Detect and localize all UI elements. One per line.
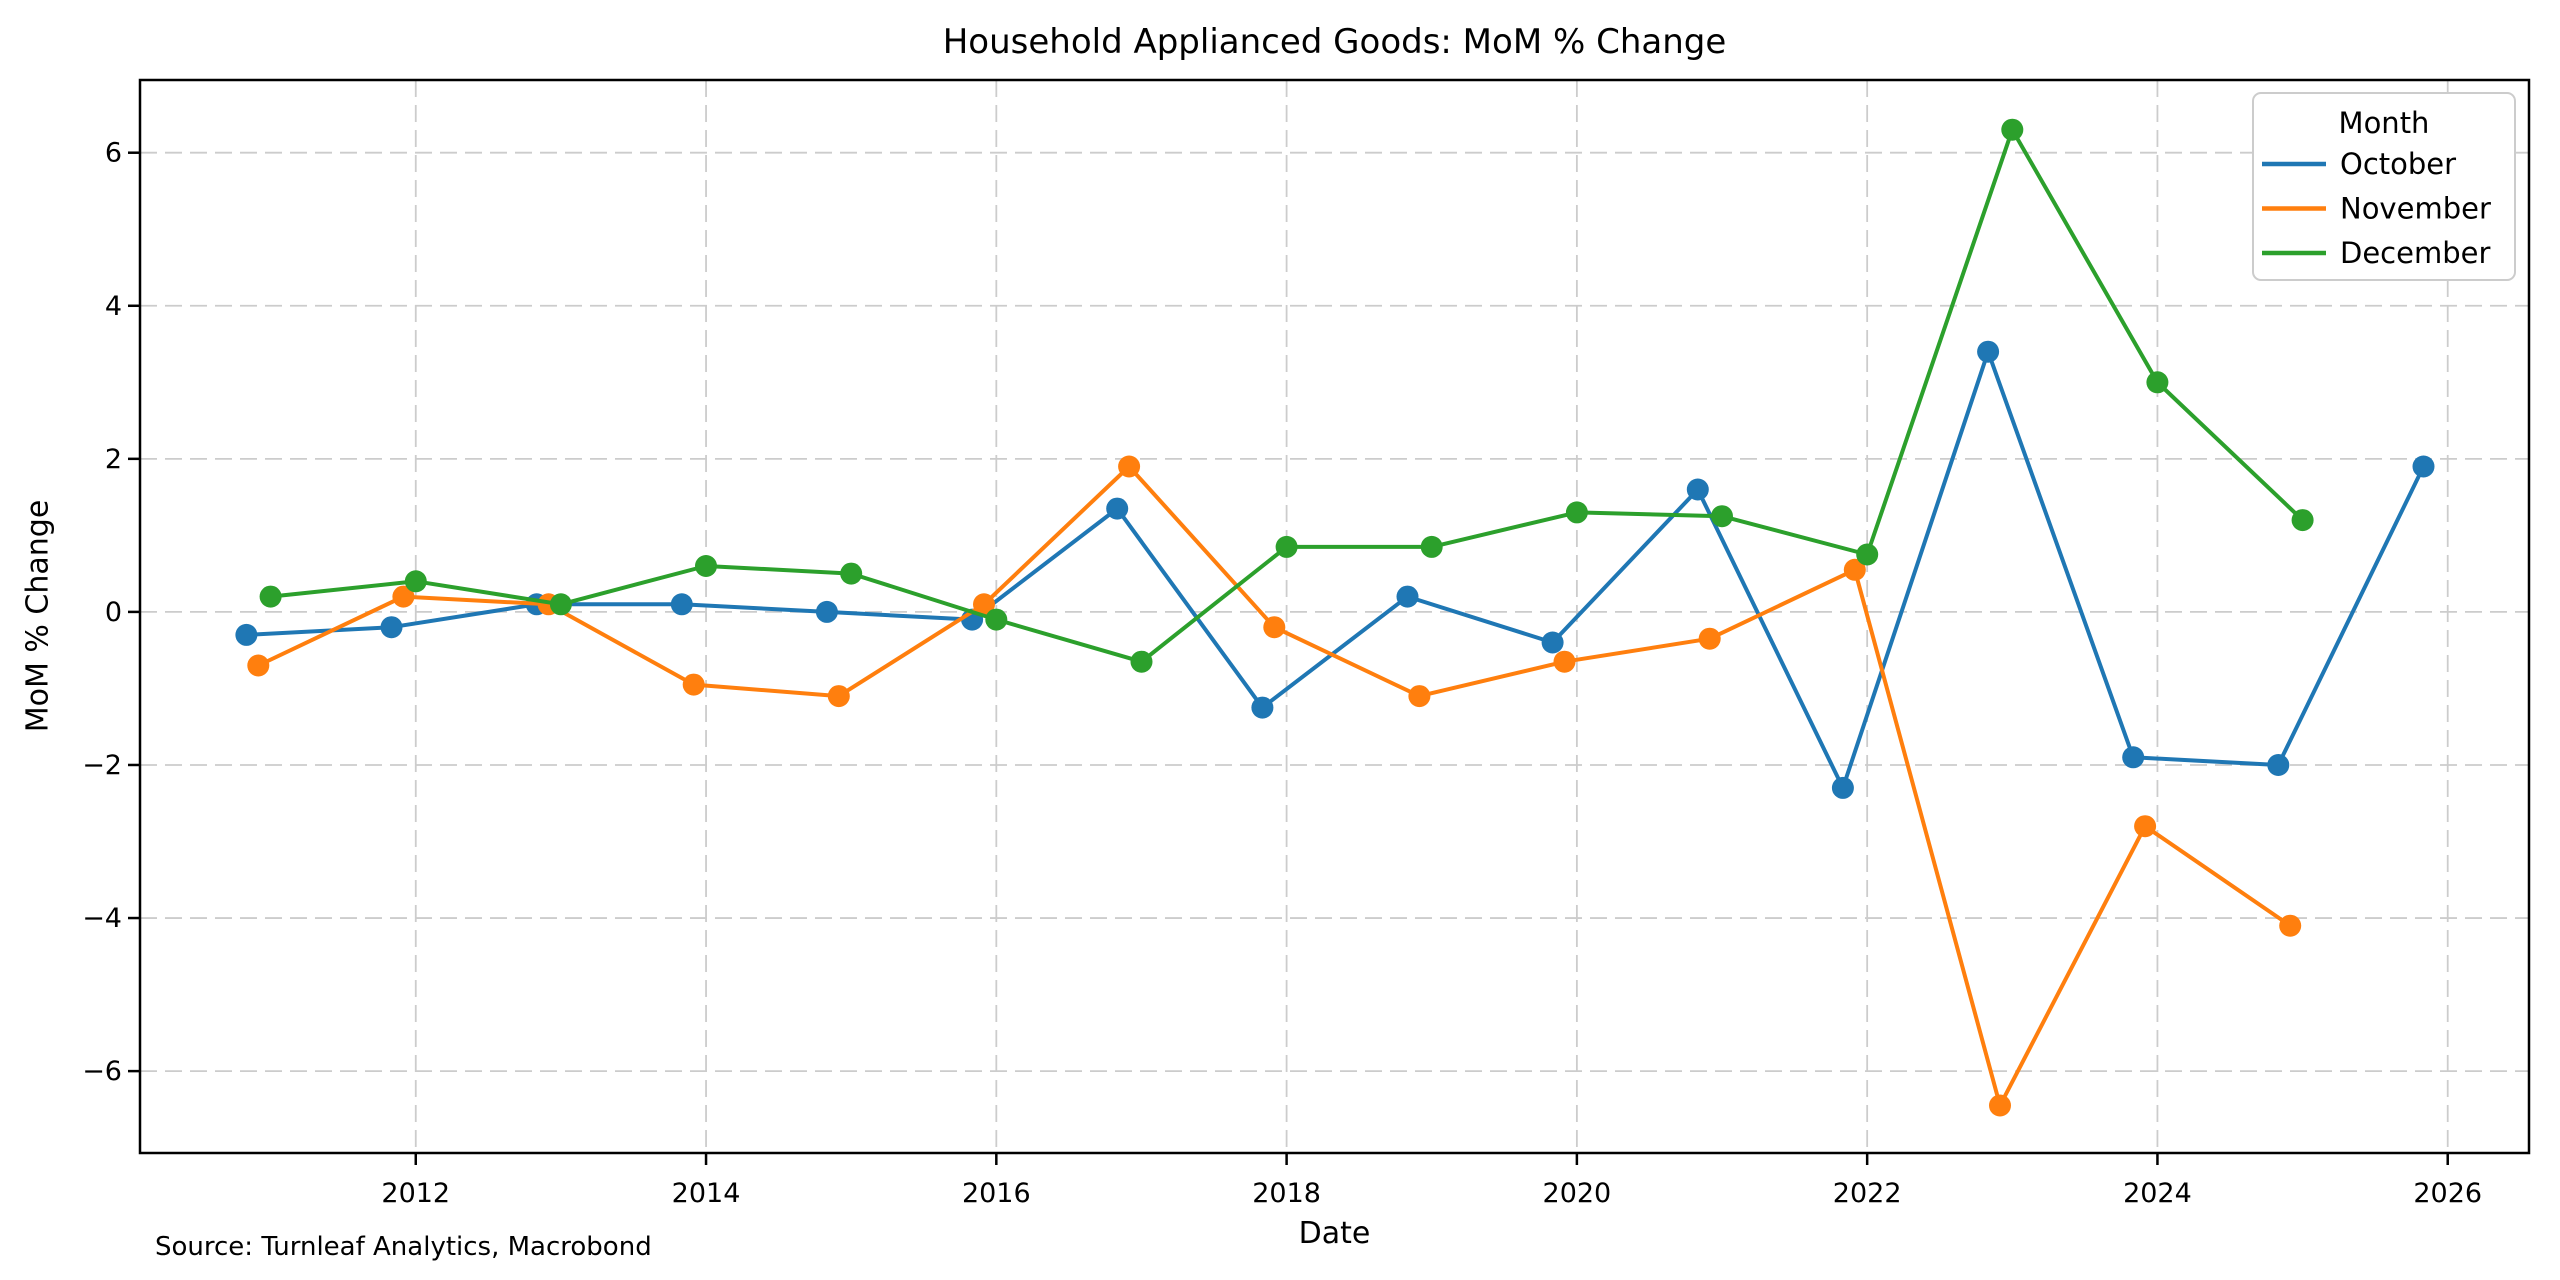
x-tick-label: 2012 xyxy=(381,1178,450,1209)
data-point-december-2018 xyxy=(1420,535,1443,558)
data-point-november-2024 xyxy=(2279,914,2302,937)
series-line-november xyxy=(256,464,2293,1108)
legend-box xyxy=(2252,92,2516,281)
data-point-december-2015 xyxy=(985,608,1008,631)
data-point-december-2022 xyxy=(2001,118,2024,141)
data-point-november-2014 xyxy=(827,685,850,708)
plot-border xyxy=(138,78,2531,1155)
x-tick-label: 2026 xyxy=(2413,1178,2482,1209)
data-point-october-2019 xyxy=(1541,631,1564,654)
data-point-november-2019 xyxy=(1553,650,1576,673)
legend-title: Month xyxy=(2339,106,2430,140)
series-line-october xyxy=(244,349,2426,790)
data-point-december-2024 xyxy=(2291,509,2314,532)
x-tick-label: 2022 xyxy=(1833,1178,1902,1209)
data-point-november-2011 xyxy=(392,585,415,608)
data-point-october-2014 xyxy=(815,600,838,623)
data-point-november-2010 xyxy=(247,654,270,677)
data-point-december-2017 xyxy=(1275,535,1298,558)
data-point-october-2013 xyxy=(670,593,693,616)
data-point-december-2019 xyxy=(1565,501,1588,524)
data-point-october-2020 xyxy=(1686,478,1709,501)
data-point-december-2016 xyxy=(1130,650,1153,673)
data-point-october-2010 xyxy=(235,623,258,646)
data-point-november-2022 xyxy=(1989,1094,2011,1117)
data-point-november-2021 xyxy=(1843,558,1866,581)
x-tick-label: 2014 xyxy=(672,1178,741,1209)
data-point-november-2020 xyxy=(1698,627,1721,650)
x-tick-label: 2024 xyxy=(2123,1178,2192,1209)
data-point-december-2012 xyxy=(549,593,572,616)
data-point-october-2022 xyxy=(1977,340,2000,363)
data-point-october-2023 xyxy=(2122,746,2145,769)
x-tick-label: 2018 xyxy=(1252,1178,1321,1209)
chart-title: Household Applianced Goods: MoM % Change xyxy=(942,22,1727,62)
y-tick-label: −6 xyxy=(82,1056,122,1087)
data-point-october-2021 xyxy=(1831,776,1854,799)
data-point-october-2017 xyxy=(1251,696,1274,719)
y-tick-label: 4 xyxy=(105,291,122,322)
data-point-november-2016 xyxy=(1118,455,1141,478)
data-point-october-2018 xyxy=(1396,585,1419,608)
y-tick-label: −2 xyxy=(82,750,122,781)
legend-label-december: December xyxy=(2340,236,2490,270)
data-point-november-2017 xyxy=(1263,616,1286,639)
x-axis-label: Date xyxy=(1298,1216,1371,1251)
data-point-november-2023 xyxy=(2134,815,2157,838)
data-point-december-2020 xyxy=(1711,505,1733,528)
data-point-november-2013 xyxy=(682,673,705,696)
data-point-november-2018 xyxy=(1408,685,1431,708)
data-point-december-2023 xyxy=(2146,371,2169,394)
data-point-december-2010 xyxy=(259,585,282,608)
y-tick-label: −4 xyxy=(82,903,122,934)
x-tick-label: 2016 xyxy=(962,1178,1031,1209)
y-tick-label: 6 xyxy=(105,138,122,169)
data-point-october-2016 xyxy=(1106,497,1129,520)
x-tick-label: 2020 xyxy=(1543,1178,1612,1209)
legend-label-october: October xyxy=(2340,147,2456,181)
data-point-december-2014 xyxy=(840,562,863,585)
y-tick-label: 0 xyxy=(105,597,122,628)
data-point-december-2013 xyxy=(695,555,717,577)
source-note: Source: Turnleaf Analytics, Macrobond xyxy=(155,1232,652,1262)
data-point-october-2024 xyxy=(2267,754,2290,776)
data-point-october-2011 xyxy=(380,616,403,639)
legend-label-november: November xyxy=(2340,192,2491,226)
data-point-november-2015 xyxy=(973,593,995,616)
y-tick-label: 2 xyxy=(105,444,122,475)
data-point-december-2011 xyxy=(404,570,427,593)
data-point-december-2021 xyxy=(1856,543,1879,566)
data-point-october-2025 xyxy=(2412,455,2435,478)
